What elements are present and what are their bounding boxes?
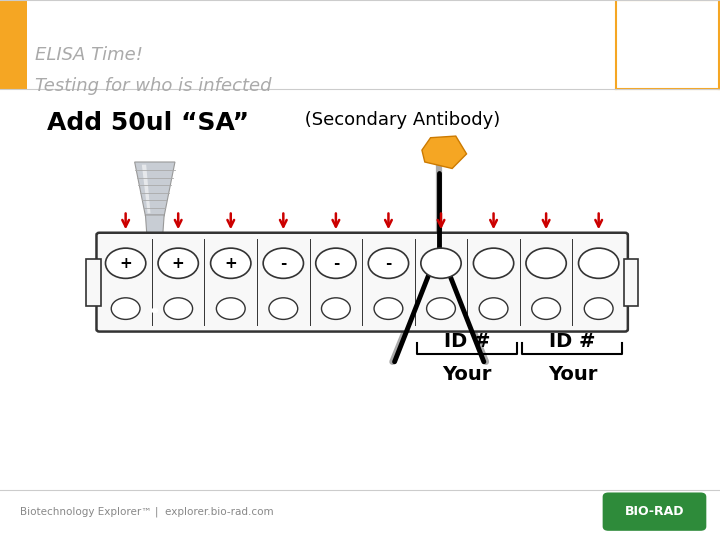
FancyBboxPatch shape <box>603 492 706 531</box>
Text: Your: Your <box>548 364 597 383</box>
Circle shape <box>163 298 193 320</box>
Bar <box>0 0 27 89</box>
FancyBboxPatch shape <box>96 233 628 332</box>
Circle shape <box>531 298 560 320</box>
Circle shape <box>112 298 140 320</box>
Circle shape <box>585 298 613 320</box>
Text: ID #: ID # <box>549 332 595 351</box>
Circle shape <box>158 248 199 279</box>
Polygon shape <box>422 136 467 168</box>
Circle shape <box>322 298 350 320</box>
Bar <box>621 5 714 84</box>
Bar <box>0 0 720 89</box>
Text: (Secondary Antibody): (Secondary Antibody) <box>299 111 500 129</box>
Polygon shape <box>151 296 158 313</box>
Circle shape <box>526 248 566 279</box>
Circle shape <box>374 298 403 320</box>
Text: Biotechnology Explorer™ |  explorer.bio-rad.com: Biotechnology Explorer™ | explorer.bio-r… <box>20 507 274 517</box>
Circle shape <box>427 298 456 320</box>
Text: -: - <box>280 256 287 271</box>
Circle shape <box>480 298 508 320</box>
Text: Your: Your <box>443 364 492 383</box>
Circle shape <box>106 248 145 279</box>
Bar <box>624 259 638 306</box>
Circle shape <box>579 248 619 279</box>
Text: Add 50ul “SA”: Add 50ul “SA” <box>47 111 249 134</box>
Circle shape <box>474 248 514 279</box>
Text: +: + <box>225 256 237 271</box>
Bar <box>86 259 101 306</box>
Text: BIO-RAD: BIO-RAD <box>625 505 684 518</box>
Text: -: - <box>333 256 339 271</box>
Text: +: + <box>120 256 132 271</box>
Polygon shape <box>135 162 175 216</box>
Circle shape <box>315 248 356 279</box>
Circle shape <box>151 308 158 313</box>
Circle shape <box>210 248 251 279</box>
Circle shape <box>420 248 462 279</box>
Circle shape <box>368 248 409 279</box>
Circle shape <box>264 248 304 279</box>
Text: ELISA Time!: ELISA Time! <box>35 46 143 64</box>
Text: Testing for who is infected: Testing for who is infected <box>35 77 271 94</box>
Polygon shape <box>145 215 164 297</box>
Text: ID #: ID # <box>444 332 490 351</box>
Text: -: - <box>385 256 392 271</box>
Text: +: + <box>172 256 184 271</box>
Polygon shape <box>142 165 150 213</box>
Circle shape <box>269 298 298 320</box>
Circle shape <box>216 298 245 320</box>
